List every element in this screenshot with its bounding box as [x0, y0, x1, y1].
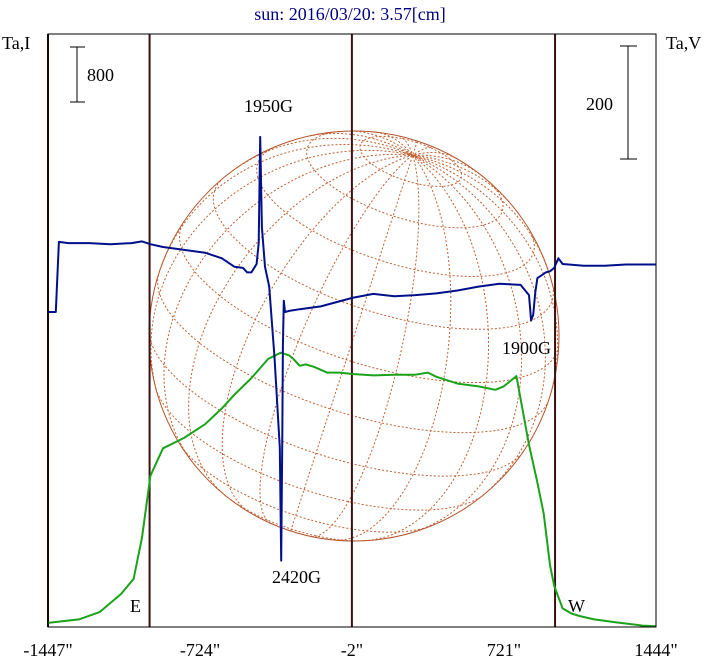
left-scale-bar-label: 800 [87, 65, 114, 85]
chart-title: sun: 2016/03/20: 3.57[cm] [254, 4, 446, 24]
east-limb-label: E [130, 596, 141, 616]
disk-grid-longitude [232, 137, 413, 171]
solar-disk-grid [148, 130, 560, 542]
series-line-i [47, 351, 657, 628]
disk-grid-longitude [363, 154, 490, 542]
plot-frame [47, 33, 657, 628]
right-axis-label: Ta,V [666, 33, 701, 53]
disk-grid-longitude [412, 154, 546, 497]
x-tick-label: 721" [487, 640, 521, 660]
disk-grid-longitude [259, 154, 414, 524]
disk-grid-longitude [406, 154, 523, 535]
right-scale-bar: 200 [586, 45, 637, 160]
disk-grid-longitude [351, 130, 413, 156]
x-tick-label: -724" [180, 640, 220, 660]
disk-grid-longitude [163, 153, 413, 466]
x-axis-ticks: -1447" -724" -2" 721" 1444" [23, 640, 677, 660]
west-limb-label: W [568, 596, 585, 616]
disk-grid-longitude [412, 151, 456, 159]
disk-grid-longitude [336, 154, 452, 541]
disk-grid-longitude [311, 155, 420, 537]
left-axis-label: Ta,I [2, 33, 30, 53]
disk-grid-longitude [412, 154, 477, 173]
series-layer [47, 135, 657, 628]
disk-grid-latitude [157, 275, 549, 434]
solar-disk [148, 130, 560, 542]
disk-grid-latitude [306, 131, 504, 229]
disk-grid-latitude [178, 220, 560, 384]
disk-grid-longitude [412, 154, 550, 274]
disk-grid-longitude [188, 154, 413, 497]
right-scale-bar-label: 200 [586, 94, 613, 114]
series-line-v [48, 135, 656, 562]
disk-grid-latitude [148, 334, 521, 477]
disk-grid-longitude [412, 140, 418, 156]
disk-grid-longitude [290, 155, 414, 531]
x-tick-label: -1447" [23, 640, 72, 660]
disk-grid-longitude [150, 149, 413, 390]
disk-grid-longitude [376, 131, 414, 156]
disk-grid-longitude [412, 154, 509, 201]
disk-grid-latitude [180, 445, 430, 533]
annotation-1900g: 1900G [502, 338, 551, 358]
left-scale-bar: 800 [70, 46, 114, 103]
annotation-1950g: 1950G [244, 96, 293, 116]
annotation-2420g: 2420G [272, 567, 321, 587]
disk-grid-latitude [155, 388, 484, 511]
x-tick-label: 1444" [634, 640, 677, 660]
disk-grid-longitude [412, 154, 559, 400]
disk-grid-longitude [158, 144, 413, 273]
disk-grid-longitude [309, 132, 413, 156]
disk-grid-longitude [221, 154, 413, 512]
x-tick-label: -2" [341, 640, 363, 660]
